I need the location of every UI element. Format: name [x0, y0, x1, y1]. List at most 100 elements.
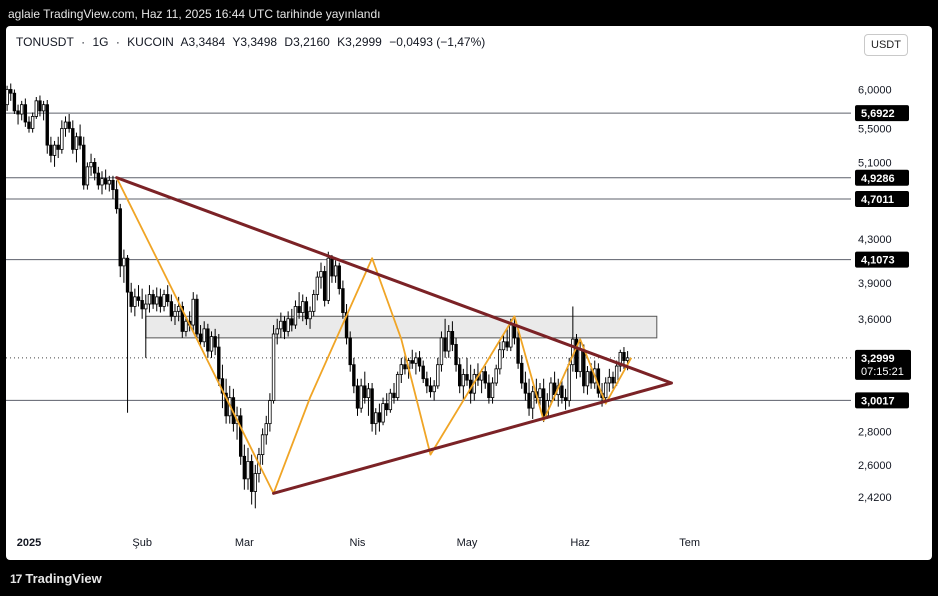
candle-body: [30, 116, 35, 129]
candle-body: [541, 388, 546, 417]
candle-body: [103, 178, 108, 185]
candle-body: [319, 271, 323, 278]
candle-body: [399, 364, 403, 375]
candle-body: [337, 265, 341, 290]
candle-body: [560, 385, 564, 399]
tradingview-logo-icon: 17: [10, 571, 22, 586]
candle-body: [330, 257, 334, 277]
trendline-lower: [272, 381, 673, 495]
candle-body: [125, 257, 130, 293]
candle-body: [505, 341, 509, 348]
x-tick-label: May: [457, 537, 478, 549]
candle-body: [403, 364, 407, 370]
candle-body: [509, 324, 513, 348]
candle-body: [301, 301, 305, 313]
candle-body: [377, 412, 382, 423]
price-chart[interactable]: 6,0000 5,5000 5,1000 4,3000 3,9000 3,6000 2,80…: [6, 26, 932, 560]
y-tick-label: 2,4200: [858, 492, 892, 504]
candle-body: [63, 121, 68, 129]
candle-body: [333, 265, 338, 277]
candle-body: [165, 294, 170, 303]
candle-body: [27, 121, 31, 129]
candle-body: [144, 303, 148, 310]
candle-body: [622, 352, 626, 361]
legend-change: −0,0493 (−1,47%): [389, 35, 486, 49]
candle-body: [249, 461, 254, 492]
candle-body: [465, 374, 469, 381]
candle-body: [136, 296, 141, 301]
price-tag-bg: [855, 105, 909, 122]
candle-body: [238, 415, 243, 457]
candle-body: [395, 374, 400, 399]
candle-body: [352, 364, 356, 387]
candle-body: [41, 104, 46, 112]
candle-body: [202, 328, 206, 343]
candle-body: [326, 257, 330, 301]
candle-body: [52, 144, 57, 156]
candle-body: [315, 276, 320, 295]
x-tick-label: Şub: [132, 537, 152, 549]
price-tag-label: 5,6922: [861, 108, 895, 120]
candle-body: [129, 291, 133, 307]
candle-body: [60, 128, 64, 150]
candle-body: [414, 357, 418, 364]
candle-body: [155, 296, 159, 305]
y-tick-label: 5,5000: [858, 124, 892, 136]
candle-body: [122, 257, 126, 267]
candle-body: [133, 296, 137, 307]
candle-body: [516, 337, 520, 364]
legend-symbol[interactable]: TONUSDT: [16, 35, 74, 49]
candle-body: [286, 318, 290, 332]
candle-body: [512, 324, 517, 339]
candle-body: [224, 392, 228, 417]
candle-body: [184, 320, 188, 332]
candle-body: [71, 128, 75, 150]
bar-countdown-label: 07:15:21: [861, 366, 904, 378]
symbol-legend: TONUSDT · 1G · KUCOIN A3,3484 Y3,3498 D3…: [16, 35, 489, 49]
legend-interval[interactable]: 1G: [92, 35, 109, 49]
candle-body: [384, 403, 389, 411]
candle-body: [607, 376, 612, 384]
candle-body: [209, 336, 214, 352]
candle-body: [93, 162, 97, 174]
price-tag-label: 4,9286: [861, 173, 895, 185]
currency-button[interactable]: USDT: [864, 34, 908, 56]
candle-body: [483, 371, 487, 384]
price-tag-label: 4,7011: [861, 194, 894, 206]
legend-open: A3,3484: [180, 35, 226, 49]
tradingview-logo[interactable]: 17 TradingView: [10, 571, 102, 586]
candle-body: [322, 271, 327, 301]
chart-panel[interactable]: TONUSDT · 1G · KUCOIN A3,3484 Y3,3498 D3…: [6, 26, 932, 560]
candle-body: [23, 104, 28, 123]
current-price-label: 3,2999: [861, 353, 895, 365]
candle-body: [428, 385, 433, 393]
y-tick-label: 6,0000: [858, 84, 892, 96]
candle-body: [114, 189, 119, 210]
x-tick-label: Nis: [350, 537, 366, 549]
candle-body: [151, 294, 155, 305]
candle-body: [582, 349, 586, 387]
candle-body: [217, 346, 221, 380]
candle-body: [523, 382, 528, 394]
footer-bar: 17 TradingView: [0, 562, 938, 596]
candle-body: [520, 362, 524, 384]
candle-body: [260, 434, 265, 456]
candle-body: [213, 336, 217, 348]
candle-body: [191, 298, 195, 326]
candle-body: [195, 298, 199, 335]
candle-body: [344, 312, 349, 339]
candle-body: [370, 388, 374, 425]
candle-body: [253, 473, 257, 492]
candle-body: [450, 331, 455, 345]
candle-body: [501, 341, 506, 351]
candle-body: [417, 357, 422, 367]
candle-body: [176, 306, 181, 312]
candle-body: [490, 382, 495, 399]
candle-body: [432, 385, 436, 393]
candle-body: [538, 388, 542, 399]
tradingview-logo-text: TradingView: [25, 571, 102, 586]
candle-body: [388, 392, 393, 411]
y-tick-label: 5,1000: [858, 157, 892, 169]
candle-body: [421, 365, 425, 380]
candle-body: [604, 382, 608, 399]
